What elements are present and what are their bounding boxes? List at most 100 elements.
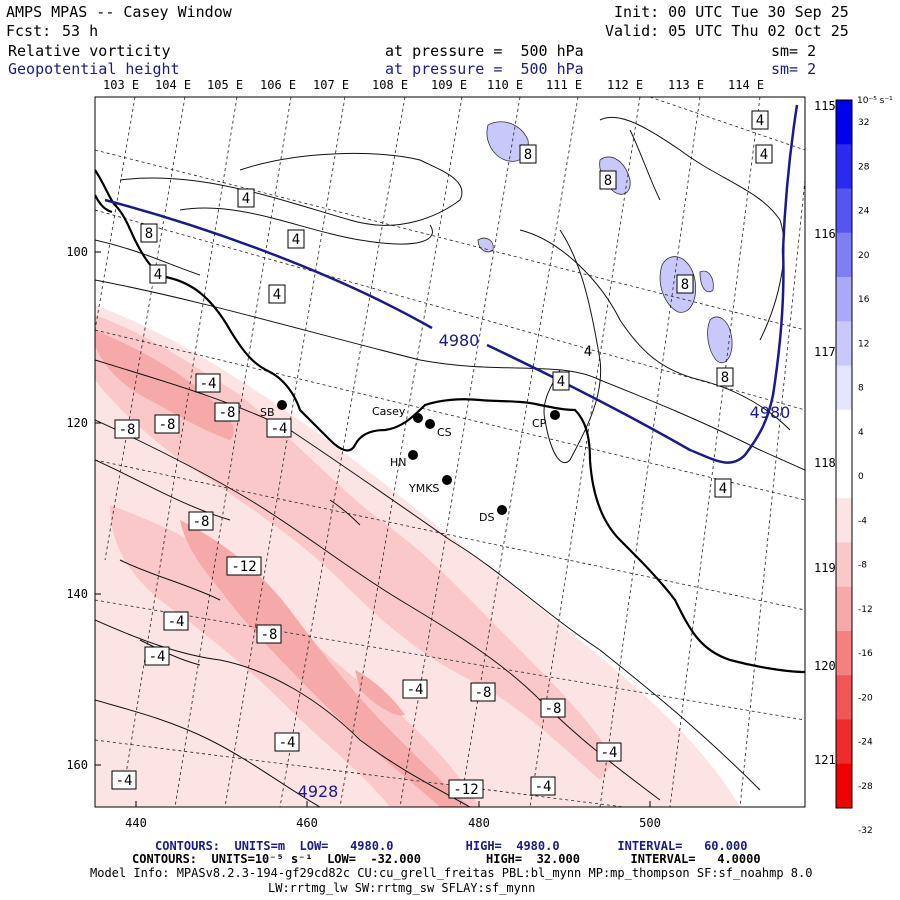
vorticity-contours [95, 116, 805, 807]
contour-label-box: 4 [287, 229, 305, 249]
colorbar-tick-label: 28 [858, 162, 870, 172]
contour-label-box: -4 [402, 679, 428, 699]
colorbar-swatch [836, 277, 852, 322]
height-contour-4980 [104, 104, 799, 464]
colorbar-swatch [836, 365, 852, 411]
colorbar-swatch [836, 719, 852, 765]
colorbar-tick-label: -28 [858, 782, 873, 792]
x-tick-label: 440 [125, 816, 147, 830]
station-marker[interactable] [550, 410, 560, 420]
station-label: HN [390, 456, 407, 469]
contour-label-box: 4 [552, 371, 570, 391]
station-label: SB [260, 406, 275, 419]
colorbar-tick-label: 0 [858, 472, 864, 482]
contour-label-box: -4 [266, 418, 292, 438]
contour-label-box: 8 [140, 223, 158, 243]
field2-smoothing: sm= 2 [771, 60, 817, 78]
colorbar-tick-label: 12 [858, 339, 869, 349]
lon-label-top: 109 E [431, 78, 468, 92]
contour-label-box: 8 [519, 144, 537, 164]
contour-label: -4 [271, 421, 288, 437]
contour-label: 8 [721, 370, 729, 386]
x-tick-label: 480 [468, 816, 490, 830]
contour-label-box: 4 [584, 344, 592, 360]
colorbar [835, 99, 853, 809]
contour-label-box: 8 [599, 170, 617, 190]
colorbar-swatch [836, 631, 852, 676]
contour-label: -4 [601, 745, 618, 761]
colorbar-tick-label: -20 [858, 693, 873, 703]
pos-vorticity-region [699, 270, 714, 293]
contour-label: -8 [475, 685, 492, 701]
contour-label: 4 [584, 344, 592, 360]
contour-label: 4 [292, 232, 300, 248]
station-marker[interactable] [425, 419, 435, 429]
contour-label-box: -8 [256, 624, 282, 644]
colorbar-swatch [836, 586, 852, 632]
station-label: Casey [372, 405, 406, 418]
station-marker[interactable] [442, 475, 452, 485]
lon-label-top: 111 E [546, 78, 583, 92]
map-title: AMPS MPAS -- Casey Window [6, 3, 232, 21]
contour-label: -8 [159, 417, 176, 433]
contour-label-box: -8 [540, 698, 566, 718]
contour-label: -8 [261, 627, 278, 643]
contour-label-box: 4 [755, 144, 773, 164]
contour-label: -4 [200, 376, 217, 392]
lon-label-top: 113 E [668, 78, 705, 92]
colorbar-swatch [836, 100, 852, 145]
contour-label: 8 [145, 226, 153, 242]
lon-label-top: 105 E [207, 78, 244, 92]
field2-pressure: at pressure = 500 hPa [385, 60, 584, 78]
x-tick-label: 460 [296, 816, 318, 830]
model-info: Model Info: MPASv8.2.3-194-gf29cd82c CU:… [90, 866, 813, 880]
height-contour-info: CONTOURS: UNITS=m LOW= 4980.0 HIGH= 4980… [155, 839, 748, 853]
contour-label: 4 [719, 481, 727, 497]
contour-label: 8 [524, 147, 532, 163]
colorbar-swatch [836, 542, 852, 588]
contour-label: -4 [149, 649, 166, 665]
contour-label-box: -4 [163, 611, 189, 631]
colorbar-units: 10⁻⁵ s⁻¹ [857, 96, 893, 106]
forecast-label: Fcst: [6, 22, 52, 40]
y-tick-label: 160 [66, 758, 88, 772]
y-axis: 100 120 140 160 [66, 245, 101, 772]
colorbar-tick-label: 16 [858, 295, 870, 305]
contour-label-box: -12 [226, 556, 262, 576]
plot-frame [94, 96, 806, 808]
colorbar-frame [835, 99, 853, 809]
height-label: 4980 [439, 331, 480, 350]
station-marker[interactable] [497, 505, 507, 515]
colorbar-tick-label: 32 [858, 118, 869, 128]
contour-label: 4 [557, 374, 565, 390]
colorbar-swatch [836, 409, 852, 455]
contour-label: 8 [604, 173, 612, 189]
contour-label: -8 [219, 405, 236, 421]
contour-label-box: -12 [448, 779, 484, 799]
colorbar-swatch [836, 321, 852, 366]
contour-label: -4 [535, 779, 552, 795]
y-tick-label: 140 [66, 587, 88, 601]
field1-name: Relative vorticity [8, 42, 171, 60]
contour-label: -8 [193, 514, 210, 530]
contour-label: 4 [154, 267, 162, 283]
contour-label: -4 [116, 773, 133, 789]
lon-label-top: 104 E [155, 78, 192, 92]
contour-label-box: 4 [149, 264, 167, 284]
contour-label-box: 4 [268, 284, 286, 304]
colorbar-tick-label: -4 [858, 516, 867, 526]
x-tick-label: 500 [639, 816, 661, 830]
station-marker[interactable] [408, 450, 418, 460]
contour-label-box: -4 [144, 646, 170, 666]
colorbar-swatch [836, 232, 852, 278]
pos-vorticity-region [477, 237, 494, 253]
contour-label: -8 [545, 701, 562, 717]
contour-label-box: -8 [188, 511, 214, 531]
plot-area: 8 8 8 4 4 8 8 4 4 4 4 4 4 4 -4 -8 -8 -8 … [95, 97, 805, 807]
contour-label-box: -4 [530, 776, 556, 796]
contour-label: 4 [760, 147, 768, 163]
station-marker[interactable] [277, 400, 287, 410]
field1-pressure: at pressure = 500 hPa [385, 42, 584, 60]
station-marker[interactable] [413, 413, 423, 423]
